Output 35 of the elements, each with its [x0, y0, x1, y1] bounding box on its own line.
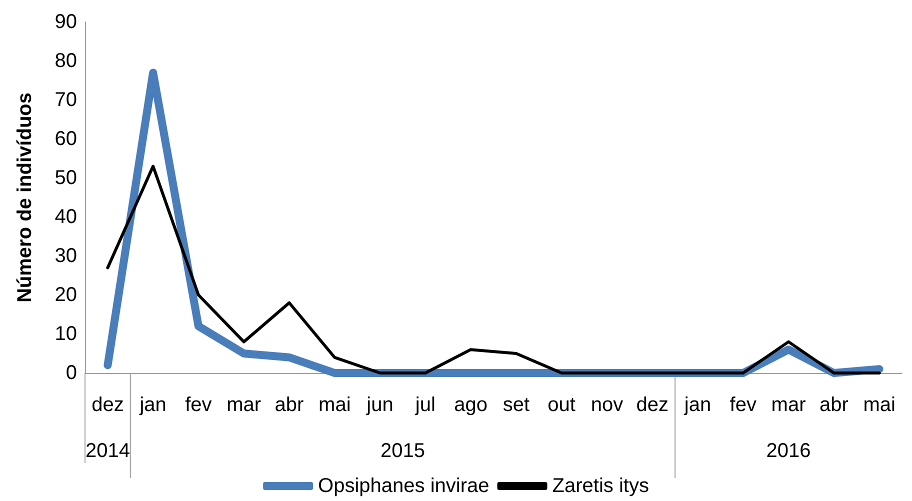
x-tick-label: out [548, 394, 576, 416]
x-tick-label: ago [454, 394, 488, 416]
y-tick-label: 30 [54, 245, 77, 267]
x-tick-label: mai [318, 394, 351, 416]
x-tick-label: abr [819, 394, 849, 416]
legend-label: Opsiphanes invirae [318, 475, 490, 497]
x-tick-label: jul [414, 394, 436, 416]
y-tick-label: 0 [66, 362, 77, 384]
text: 2014 [85, 440, 130, 462]
x-tick-label: fev [185, 394, 212, 416]
line-series [106, 164, 881, 374]
y-tick-label: 10 [54, 323, 77, 345]
y-tick-label: 20 [54, 284, 77, 306]
y-tick-label: 40 [54, 206, 77, 228]
y-axis-title: Número de indivíduos [14, 92, 36, 303]
x-tick-label: mai [863, 394, 896, 416]
x-tick-label: dez [636, 394, 668, 416]
x-tick-label: abr [274, 394, 304, 416]
x-tick-label: fev [730, 394, 756, 416]
x-tick-label: jan [683, 394, 712, 416]
x-tick-label: mar [226, 394, 262, 416]
x-tick-label: dez [92, 394, 124, 416]
y-tick-label: 50 [54, 167, 77, 189]
x-tick-label: mar [771, 394, 806, 416]
x-tick-label: jun [366, 394, 394, 416]
x-tick-label: nov [590, 394, 624, 416]
x-tick-label: jan [138, 394, 166, 416]
legend-label: Zaretis itys [552, 475, 649, 497]
y-tick-label: 70 [54, 89, 77, 111]
x-tick-label: set [502, 394, 530, 416]
y-tick-label: 80 [54, 50, 77, 72]
text: 2015 [380, 440, 425, 462]
y-tick-label: 60 [54, 128, 77, 150]
text: 2016 [766, 440, 811, 462]
y-tick-label: 90 [54, 11, 77, 33]
